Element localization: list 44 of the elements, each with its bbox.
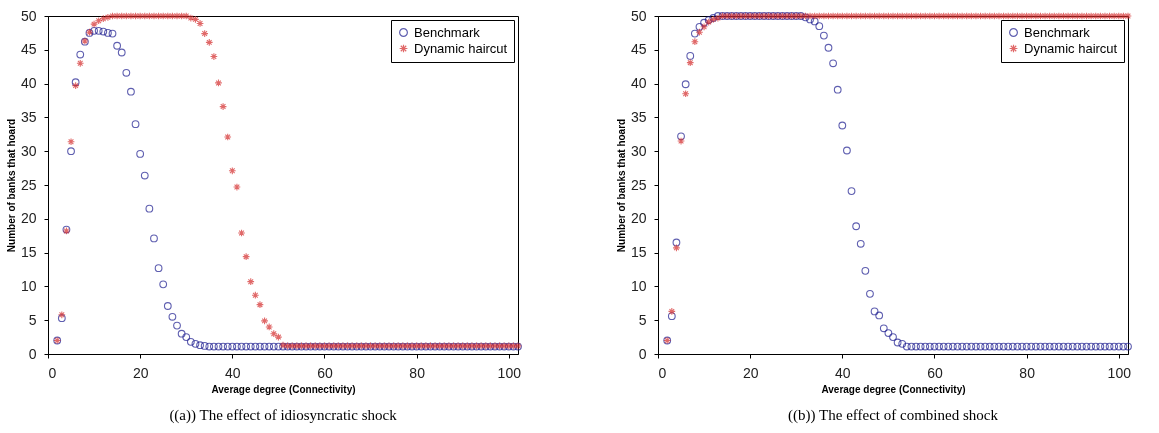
y-tick-label: 35 — [20, 108, 37, 125]
y-tick-label: 5 — [28, 311, 37, 328]
y-tick-label: 45 — [20, 41, 37, 58]
y-tick-label: 10 — [630, 277, 647, 294]
legend-label: Benchmark — [414, 24, 481, 40]
y-tick-label: 5 — [638, 311, 647, 328]
y-tick-label: 15 — [630, 244, 647, 261]
x-tick-label: 80 — [409, 364, 426, 381]
y-tick-label: 20 — [20, 210, 37, 227]
x-tick-label: 80 — [1019, 364, 1036, 381]
x-tick-label: 100 — [497, 364, 522, 381]
y-tick-label: 40 — [20, 75, 37, 92]
x-tick-label: 100 — [1107, 364, 1132, 381]
y-tick-label: 15 — [20, 244, 37, 261]
legend-label: Benchmark — [1024, 24, 1091, 40]
legend-label: Dynamic haircut — [414, 40, 508, 56]
y-tick-label: 0 — [638, 345, 647, 362]
y-tick-label: 45 — [630, 41, 647, 58]
x-tick-label: 20 — [132, 364, 149, 381]
x-tick-label: 40 — [225, 364, 241, 381]
y-tick-label: 25 — [20, 176, 37, 193]
y-tick-label: 10 — [20, 277, 37, 294]
y-tick-label: 50 — [630, 7, 647, 24]
y-axis-title: Number of banks that hoard — [5, 118, 17, 253]
legend-label: Dynamic haircut — [1024, 40, 1118, 56]
y-axis-title: Number of banks that hoard — [615, 118, 627, 253]
y-tick-label: 40 — [630, 75, 647, 92]
y-tick-label: 35 — [630, 108, 647, 125]
x-tick-label: 0 — [48, 364, 57, 381]
y-tick-label: 20 — [630, 210, 647, 227]
x-tick-label: 20 — [742, 364, 759, 381]
x-tick-label: 60 — [927, 364, 943, 381]
y-tick-label: 50 — [20, 7, 37, 24]
text: ((a)) The effect of idiosyncratic shock — [169, 407, 398, 424]
x-tick-label: 0 — [658, 364, 667, 381]
x-axis-title: Average degree (Connectivity) — [211, 383, 356, 395]
x-tick-label: 40 — [835, 364, 851, 381]
y-tick-label: 30 — [630, 142, 647, 159]
y-tick-label: 25 — [630, 176, 647, 193]
x-axis-title: Average degree (Connectivity) — [821, 383, 966, 395]
y-tick-label: 0 — [28, 345, 37, 362]
x-tick-label: 60 — [317, 364, 333, 381]
text: ((b)) The effect of combined shock — [788, 407, 999, 424]
y-tick-label: 30 — [20, 142, 37, 159]
